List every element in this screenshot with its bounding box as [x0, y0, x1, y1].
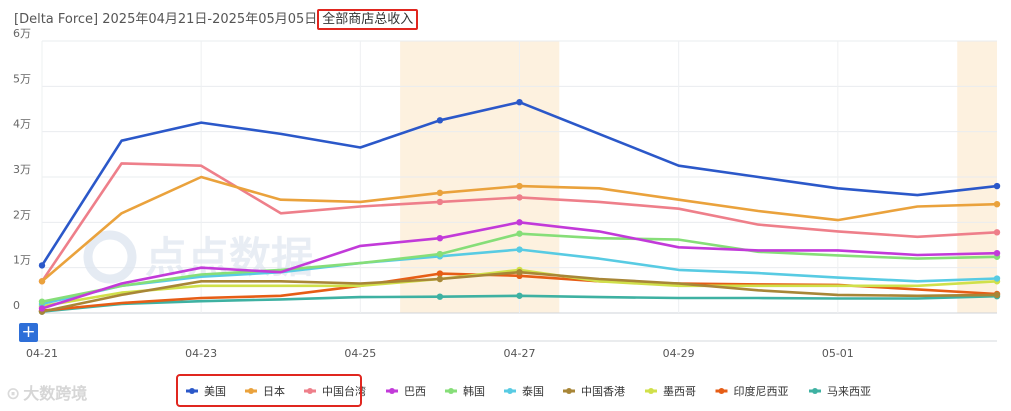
data-point[interactable]	[516, 182, 523, 190]
data-point[interactable]	[516, 292, 523, 299]
legend-item[interactable]: 美国	[186, 385, 226, 398]
logo-icon: ⊙	[6, 384, 21, 404]
data-point[interactable]	[436, 250, 444, 258]
x-tick-label: 04-25	[344, 347, 376, 360]
legend-item[interactable]: 泰国	[504, 384, 544, 398]
legend-item[interactable]: 日本	[245, 384, 285, 398]
legend-item[interactable]: 墨西哥	[645, 385, 696, 398]
legend-label: 中国台湾	[322, 384, 366, 398]
data-point[interactable]	[993, 275, 1001, 282]
x-tick-label: 04-27	[504, 347, 536, 360]
legend-dot	[507, 388, 513, 394]
plus-icon[interactable]: +	[19, 323, 38, 342]
chart-title: [Delta Force] 2025年04月21日-2025年05月05日 全部商…	[14, 8, 419, 30]
data-point[interactable]	[516, 219, 523, 226]
y-tick-label: 4万	[13, 118, 31, 131]
x-tick-label: 05-01	[822, 347, 854, 360]
legend-label: 日本	[263, 384, 285, 398]
legend-dot	[248, 388, 254, 394]
legend-label: 韩国	[463, 384, 485, 398]
data-point[interactable]	[993, 182, 1001, 190]
data-point[interactable]	[436, 189, 444, 197]
data-point[interactable]	[38, 298, 46, 305]
legend-dot	[189, 388, 195, 394]
y-tick-label: 5万	[13, 72, 31, 85]
legend-dot	[566, 388, 572, 394]
y-tick-label: 6万	[13, 27, 31, 40]
data-point[interactable]	[436, 270, 444, 277]
legend-dot	[718, 388, 725, 394]
x-tick-label: 04-29	[663, 347, 695, 360]
data-point[interactable]	[993, 249, 1001, 257]
data-point[interactable]	[436, 293, 444, 300]
legend-label: 印度尼西亚	[734, 384, 789, 398]
legend-item[interactable]: 中国台湾	[304, 384, 366, 398]
legend-item[interactable]: 巴西	[386, 385, 426, 398]
x-axis: 04-21 04-23 04-25 04-27 04-29 05-01	[20, 340, 997, 360]
title-highlight: 全部商店总收入	[317, 9, 419, 30]
title-prefix: [Delta Force] 2025年04月21日-2025年05月05日	[14, 12, 318, 27]
data-point[interactable]	[436, 198, 444, 206]
legend-dot	[648, 388, 654, 394]
legend-dot	[307, 388, 313, 394]
legend-item[interactable]: 中国香港	[563, 385, 625, 398]
data-point[interactable]	[38, 278, 46, 285]
data-point[interactable]	[993, 201, 1001, 208]
series-lines	[38, 99, 1001, 315]
legend-label: 巴西	[404, 385, 426, 398]
series-中国台湾[interactable]	[38, 162, 1001, 285]
data-point[interactable]	[38, 262, 46, 269]
series-美国[interactable]	[38, 99, 1001, 269]
legend-label: 中国香港	[581, 385, 625, 398]
x-tick-label: 04-21	[26, 347, 58, 360]
legend-item[interactable]: 韩国	[445, 384, 485, 398]
y-tick-label: 2万	[13, 208, 31, 221]
corner-logo: ⊙ 大数跨境	[6, 380, 87, 404]
y-tick-label: 0	[13, 299, 20, 312]
data-point[interactable]	[993, 291, 1001, 299]
y-tick-label: 3万	[13, 163, 31, 176]
data-point[interactable]	[993, 229, 1001, 236]
data-point[interactable]	[516, 99, 523, 106]
legend-dot	[448, 388, 454, 394]
legend-label: 美国	[204, 385, 226, 398]
data-point[interactable]	[516, 269, 523, 276]
legend[interactable]: 美国 日本 中国台湾 巴西 韩国 泰国 中国香港 墨西哥 印度尼西亚 马来西亚	[186, 384, 871, 398]
y-axis: 0 1万 2万 3万 4万 5万 6万	[13, 27, 31, 312]
data-point[interactable]	[436, 117, 444, 124]
data-point[interactable]	[516, 230, 523, 237]
legend-label: 泰国	[522, 384, 544, 398]
data-point[interactable]	[516, 194, 523, 201]
data-point[interactable]	[516, 246, 523, 253]
corner-logo-text: 大数跨境	[23, 384, 88, 403]
legend-dot	[812, 388, 818, 394]
series-日本[interactable]	[38, 175, 1001, 285]
data-point[interactable]	[436, 275, 444, 283]
legend-item[interactable]: 马来西亚	[809, 385, 871, 398]
x-tick-label: 04-23	[185, 347, 217, 360]
data-point[interactable]	[38, 305, 46, 312]
watermark-logo	[83, 230, 137, 284]
legend-item[interactable]: 印度尼西亚	[715, 384, 789, 398]
data-point[interactable]	[436, 235, 444, 242]
series-巴西[interactable]	[38, 219, 1001, 312]
legend-dot	[389, 388, 395, 394]
y-tick-label: 1万	[13, 254, 31, 267]
legend-label: 墨西哥	[663, 385, 696, 398]
legend-label: 马来西亚	[827, 385, 871, 398]
